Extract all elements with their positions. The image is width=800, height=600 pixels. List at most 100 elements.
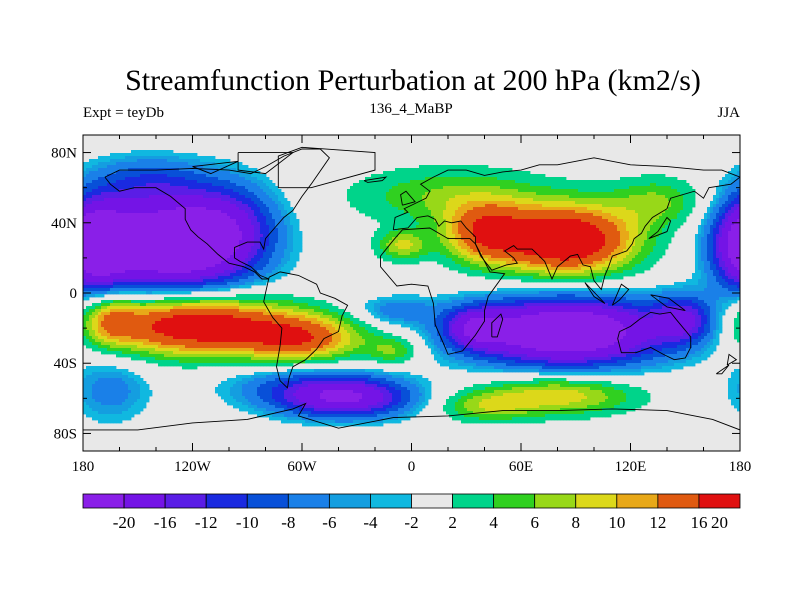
contour-cell [107,201,111,205]
contour-cell [701,240,705,244]
contour-cell [590,201,594,205]
contour-cell [224,201,228,205]
contour-cell [458,234,462,238]
contour-cell [677,216,681,220]
contour-cell [587,210,591,214]
contour-cell [617,234,621,238]
contour-cell [692,198,696,202]
contour-cell [263,231,267,235]
contour-cell [500,213,504,217]
contour-cell [107,225,111,229]
contour-cell [248,168,252,172]
contour-cell [440,195,444,199]
contour-cell [563,204,567,208]
contour-cell [542,177,546,181]
contour-cell [635,201,639,205]
contour-cell [197,225,201,229]
contour-cell [356,207,360,211]
contour-cell [722,213,726,217]
contour-cell [554,189,558,193]
contour-cell [113,159,117,163]
contour-cell [542,180,546,184]
contour-cell [170,195,174,199]
contour-cell [491,228,495,232]
contour-cell [125,192,129,196]
contour-cell [104,159,108,163]
contour-cell [512,192,516,196]
contour-cell [149,237,153,241]
contour-cell [89,174,93,178]
contour-cell [191,213,195,217]
contour-cell [482,231,486,235]
contour-cell [698,240,702,244]
contour-cell [716,204,720,208]
contour-cell [125,165,129,169]
contour-cell [134,201,138,205]
contour-cell [101,243,105,247]
contour-cell [665,237,669,241]
contour-cell [362,189,366,193]
contour-cell [209,231,213,235]
contour-cell [299,240,303,244]
contour-cell [227,225,231,229]
contour-cell [557,234,561,238]
contour-cell [632,201,636,205]
contour-cell [359,198,363,202]
contour-cell [362,204,366,208]
contour-cell [596,204,600,208]
contour-cell [500,207,504,211]
contour-cell [221,192,225,196]
contour-cell [635,210,639,214]
contour-cell [260,207,264,211]
contour-cell [128,153,132,157]
contour-cell [491,195,495,199]
contour-cell [446,240,450,244]
contour-cell [665,180,669,184]
contour-cell [563,231,567,235]
contour-cell [380,183,384,187]
contour-cell [725,174,729,178]
contour-cell [137,189,141,193]
contour-cell [461,174,465,178]
contour-cell [575,186,579,190]
contour-cell [659,228,663,232]
contour-cell [464,231,468,235]
contour-cell [671,198,675,202]
contour-cell [545,225,549,229]
contour-cell [245,210,249,214]
contour-cell [542,207,546,211]
contour-cell [215,231,219,235]
contour-cell [530,237,534,241]
contour-cell [365,207,369,211]
contour-cell [653,195,657,199]
contour-cell [164,243,168,247]
contour-cell [656,240,660,244]
contour-cell [671,195,675,199]
contour-cell [164,150,168,154]
contour-cell [470,174,474,178]
contour-cell [143,225,147,229]
contour-cell [731,228,735,232]
contour-cell [470,210,474,214]
contour-cell [716,189,720,193]
contour-cell [254,177,258,181]
contour-cell [89,225,93,229]
contour-cell [230,195,234,199]
contour-cell [224,195,228,199]
contour-cell [224,189,228,193]
contour-cell [119,246,123,250]
contour-cell [545,216,549,220]
contour-cell [692,192,696,196]
contour-cell [113,168,117,172]
contour-cell [404,231,408,235]
contour-cell [503,231,507,235]
contour-cell [119,225,123,229]
contour-cell [221,186,225,190]
contour-cell [83,195,87,199]
contour-cell [428,198,432,202]
contour-cell [365,192,369,196]
contour-cell [497,204,501,208]
contour-cell [374,204,378,208]
contour-cell [719,222,723,226]
center-label: 136_4_MaBP [369,101,452,117]
